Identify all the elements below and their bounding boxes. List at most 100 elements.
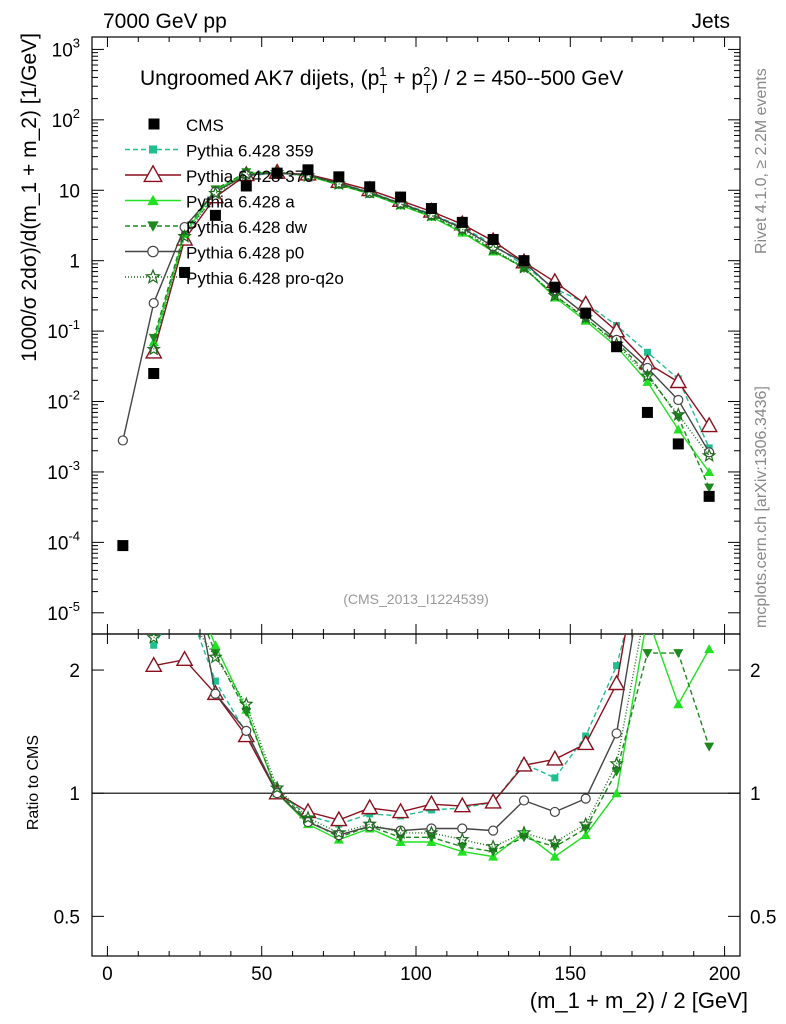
ratio-point (705, 503, 714, 512)
series-point (642, 362, 653, 374)
ratio-point (457, 842, 468, 852)
series-layer (117, 163, 718, 493)
y-tick-label: 10-1 (47, 317, 80, 343)
legend-label-cms: CMS (186, 116, 224, 135)
ratio-point (607, 674, 626, 691)
legend-label-3: Pythia 6.428 dw (186, 218, 308, 237)
ratio-tick-label: 2 (69, 661, 80, 682)
ratio-point (269, 780, 285, 795)
series-point (673, 394, 684, 406)
legend-label-1: Pythia 6.428 370 (186, 167, 314, 186)
cms-data-point (395, 191, 407, 203)
ratio-point (549, 851, 560, 861)
cms-data-point (487, 233, 499, 245)
cms-data-point (672, 438, 684, 450)
ratio-point (642, 649, 653, 659)
ratio-point (515, 755, 533, 772)
ratio-point (673, 592, 684, 603)
legend-marker-4 (147, 245, 159, 258)
ratio-point (674, 503, 683, 512)
series-point (704, 483, 715, 493)
series-point (700, 416, 718, 433)
ratio-point (149, 593, 159, 602)
x-tick-label: 50 (251, 964, 272, 985)
ratio-tick-label-right: 1 (750, 784, 761, 805)
series-4 (117, 168, 715, 458)
series-point (485, 241, 501, 256)
ratio-point (518, 795, 530, 806)
ratio-point (576, 734, 595, 751)
ratio-point (704, 742, 715, 752)
ratio-plot-frame (91, 633, 741, 957)
ratio-point (211, 677, 219, 685)
cms-data-point (456, 216, 468, 228)
ratio-point (547, 834, 563, 849)
ratio-point (609, 756, 624, 771)
ratio-point (300, 810, 316, 825)
ratio-point (580, 793, 591, 804)
ratio-point (180, 566, 190, 575)
ratio-point (241, 707, 252, 717)
ratio-tick-label: 1 (69, 784, 80, 805)
cms-data-point (179, 266, 191, 278)
ratio-point (706, 504, 713, 511)
y-tick-label: 103 (52, 35, 80, 61)
plot-title: Ungroomed AK7 dijets, (p1 T + p2 T) / 2 = … (140, 64, 623, 96)
legend-marker-5 (144, 268, 162, 284)
cms-data-point (364, 181, 376, 193)
cms-data-point (271, 167, 283, 179)
ratio-point (393, 825, 408, 840)
ratio-point (549, 806, 560, 818)
ratio-point (551, 774, 559, 782)
x-axis-label: (m_1 + m_2) / 2 [GeV] (530, 988, 748, 1013)
legend-marker-3 (147, 221, 159, 232)
cms-data-point (611, 341, 623, 353)
ratio-point (644, 543, 651, 550)
ratio-point (391, 802, 410, 819)
legend-label-4: Pythia 6.428 p0 (186, 244, 304, 263)
ratio-point (675, 504, 682, 511)
ratio-point (146, 634, 161, 644)
series-point (241, 169, 252, 181)
legend: CMS Pythia 6.428 359 Pythia 6.428 370 Pythi… (125, 116, 344, 288)
cms-data-point (549, 281, 561, 293)
ratio-point (118, 503, 127, 512)
series-point (640, 368, 655, 383)
ratio-point (181, 595, 188, 602)
series-point (117, 435, 128, 446)
series-point (146, 341, 161, 356)
x-tick-label: 100 (400, 964, 432, 985)
y-axis-label: 1000/σ 2dσ)/d(m_1 + m_2) [1/GeV] (18, 33, 41, 362)
ratio-point (611, 788, 622, 798)
y-tick-label: 10 (59, 181, 80, 202)
ratio-series-2 (149, 566, 715, 861)
ratio-point (210, 649, 221, 659)
beam-label: 7000 GeV pp (103, 10, 227, 33)
ratio-point (546, 749, 564, 766)
y-tick-label: 102 (52, 106, 80, 132)
ratio-point (180, 572, 190, 581)
y-tick-label: 10-4 (47, 528, 80, 554)
series-point (704, 447, 715, 458)
ratio-point (488, 825, 499, 836)
ratio-point (239, 696, 254, 711)
title-sup-2: 2 (423, 64, 430, 79)
series-point (669, 372, 688, 389)
cms-data-point (302, 164, 314, 176)
ratio-point (613, 662, 621, 670)
ratio-point (643, 542, 652, 551)
ratio-line-2 (210, 634, 710, 858)
ratio-point (362, 816, 377, 831)
cms-data-point (518, 255, 530, 267)
ratio-series-4 (118, 503, 714, 841)
legend-label-0: Pythia 6.428 359 (186, 142, 314, 161)
cms-data-point (240, 180, 252, 192)
title-sub-1: T (380, 81, 388, 96)
cms-data-point (580, 307, 592, 319)
cms-data-point (148, 368, 160, 380)
ratio-line-1 (153, 634, 627, 821)
ratio-point (703, 541, 714, 552)
series-point (643, 348, 651, 356)
ratio-point (144, 656, 163, 672)
